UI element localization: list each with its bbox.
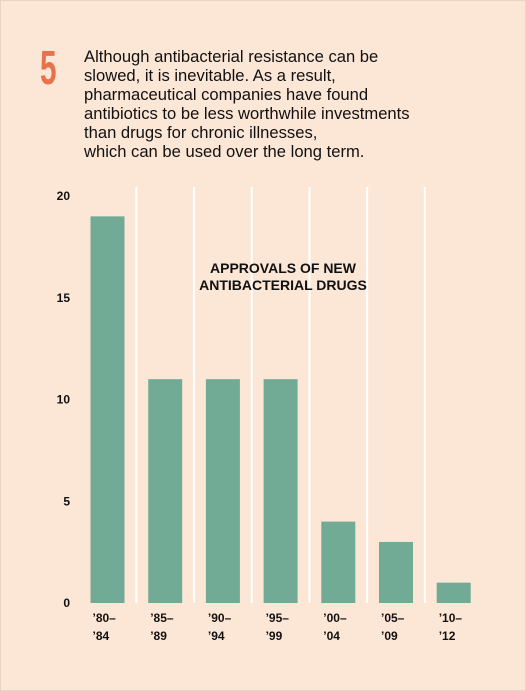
y-tick-label: 20 bbox=[57, 189, 71, 203]
bar bbox=[436, 582, 471, 603]
y-tick-label: 15 bbox=[57, 291, 71, 305]
chart-title-line-2: ANTIBACTERIAL DRUGS bbox=[199, 277, 367, 293]
y-tick-label: 5 bbox=[63, 494, 70, 508]
bar bbox=[321, 521, 356, 603]
y-tick-label: 0 bbox=[63, 596, 70, 610]
x-tick-label: ’85– bbox=[150, 611, 174, 625]
x-axis-ticks: ’80– ’84 ’85– ’89 ’90– ’94 ’95– ’99 ’00– ’04 ’05– ’… bbox=[93, 611, 463, 643]
x-tick-label: ’04 bbox=[323, 629, 340, 643]
intro-line: Although antibacterial resistance can be bbox=[84, 47, 379, 66]
intro-line: slowed, it is inevitable. As a result, bbox=[84, 66, 336, 85]
x-tick-label: ’90– bbox=[208, 611, 232, 625]
gridlines bbox=[135, 187, 426, 603]
x-tick-label: ’09 bbox=[381, 629, 398, 643]
y-axis-ticks: 0 5 10 15 20 bbox=[57, 189, 71, 610]
chart-title-line-1: APPROVALS OF NEW bbox=[210, 260, 357, 276]
x-tick-label: ’05– bbox=[381, 611, 405, 625]
x-tick-label: ’99 bbox=[266, 629, 283, 643]
bar bbox=[90, 216, 125, 603]
intro-text: Although antibacterial resistance can be… bbox=[84, 47, 504, 161]
x-tick-label: ’00– bbox=[323, 611, 347, 625]
intro-line: antibiotics to be less worthwhile invest… bbox=[84, 104, 410, 123]
intro-line: which can be used over the long term. bbox=[84, 142, 365, 161]
intro-line: than drugs for chronic illnesses, bbox=[84, 123, 318, 142]
bar bbox=[148, 379, 183, 603]
x-tick-label: ’94 bbox=[208, 629, 225, 643]
bar bbox=[263, 379, 298, 603]
bars bbox=[90, 216, 471, 603]
x-tick-label: ’84 bbox=[93, 629, 110, 643]
intro-line: pharmaceutical companies have found bbox=[84, 85, 369, 104]
y-tick-label: 10 bbox=[57, 393, 71, 407]
x-tick-label: ’80– bbox=[93, 611, 117, 625]
x-tick-label: ’89 bbox=[150, 629, 167, 643]
section-number: 5 bbox=[40, 42, 57, 95]
x-tick-label: ’12 bbox=[439, 629, 456, 643]
bar bbox=[379, 541, 413, 603]
x-tick-label: ’95– bbox=[266, 611, 290, 625]
x-tick-label: ’10– bbox=[439, 611, 463, 625]
bar bbox=[205, 379, 240, 603]
